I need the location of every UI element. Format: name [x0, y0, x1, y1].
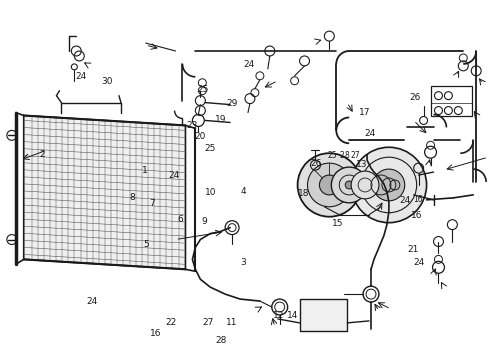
- Text: 3: 3: [240, 258, 246, 267]
- Text: 12: 12: [272, 311, 284, 320]
- Text: 1: 1: [142, 166, 147, 175]
- Text: 24: 24: [86, 297, 97, 306]
- Text: 18: 18: [297, 189, 309, 198]
- Text: 7: 7: [149, 199, 155, 208]
- Text: 21: 21: [407, 245, 418, 254]
- Circle shape: [345, 181, 352, 189]
- Text: 11: 11: [225, 318, 237, 327]
- Text: 9: 9: [202, 217, 207, 226]
- Text: 5: 5: [143, 240, 149, 249]
- Text: 2: 2: [339, 151, 343, 160]
- Circle shape: [331, 167, 366, 203]
- Circle shape: [297, 153, 360, 217]
- Text: 6: 6: [177, 215, 183, 224]
- Text: 29: 29: [226, 99, 237, 108]
- Text: 16: 16: [150, 329, 162, 338]
- Text: 20: 20: [194, 132, 205, 141]
- Text: 15: 15: [331, 219, 343, 228]
- Text: 19: 19: [214, 115, 225, 124]
- Text: 16: 16: [412, 195, 422, 204]
- Text: 24: 24: [168, 171, 180, 180]
- Text: 10: 10: [204, 188, 216, 197]
- Text: 8: 8: [129, 193, 135, 202]
- Bar: [299, 299, 346, 331]
- Text: 24: 24: [398, 196, 409, 205]
- Text: 25: 25: [197, 85, 208, 94]
- Text: 22: 22: [165, 318, 176, 327]
- Circle shape: [372, 169, 404, 201]
- Text: 28: 28: [215, 336, 226, 345]
- Text: 27: 27: [202, 318, 213, 327]
- Text: 26: 26: [310, 159, 321, 168]
- Text: 13: 13: [355, 160, 367, 169]
- Text: 2: 2: [39, 150, 44, 159]
- Bar: [429, 86, 471, 116]
- Text: 16: 16: [410, 211, 421, 220]
- Polygon shape: [24, 116, 185, 269]
- Text: 25: 25: [203, 144, 215, 153]
- Circle shape: [350, 171, 378, 199]
- Text: 27: 27: [349, 151, 359, 160]
- Text: 24: 24: [75, 72, 86, 81]
- Text: 8: 8: [345, 151, 349, 160]
- Text: 23: 23: [186, 121, 197, 130]
- Text: 24: 24: [243, 60, 254, 69]
- Circle shape: [350, 147, 426, 223]
- Circle shape: [319, 175, 339, 195]
- Text: 24: 24: [364, 129, 375, 138]
- Text: 26: 26: [409, 93, 420, 102]
- Text: 24: 24: [413, 258, 424, 267]
- Circle shape: [307, 163, 350, 207]
- Text: 14: 14: [287, 311, 298, 320]
- Text: 4: 4: [240, 187, 245, 196]
- Text: 30: 30: [101, 77, 112, 86]
- Text: 25: 25: [327, 151, 337, 160]
- Text: 17: 17: [358, 108, 370, 117]
